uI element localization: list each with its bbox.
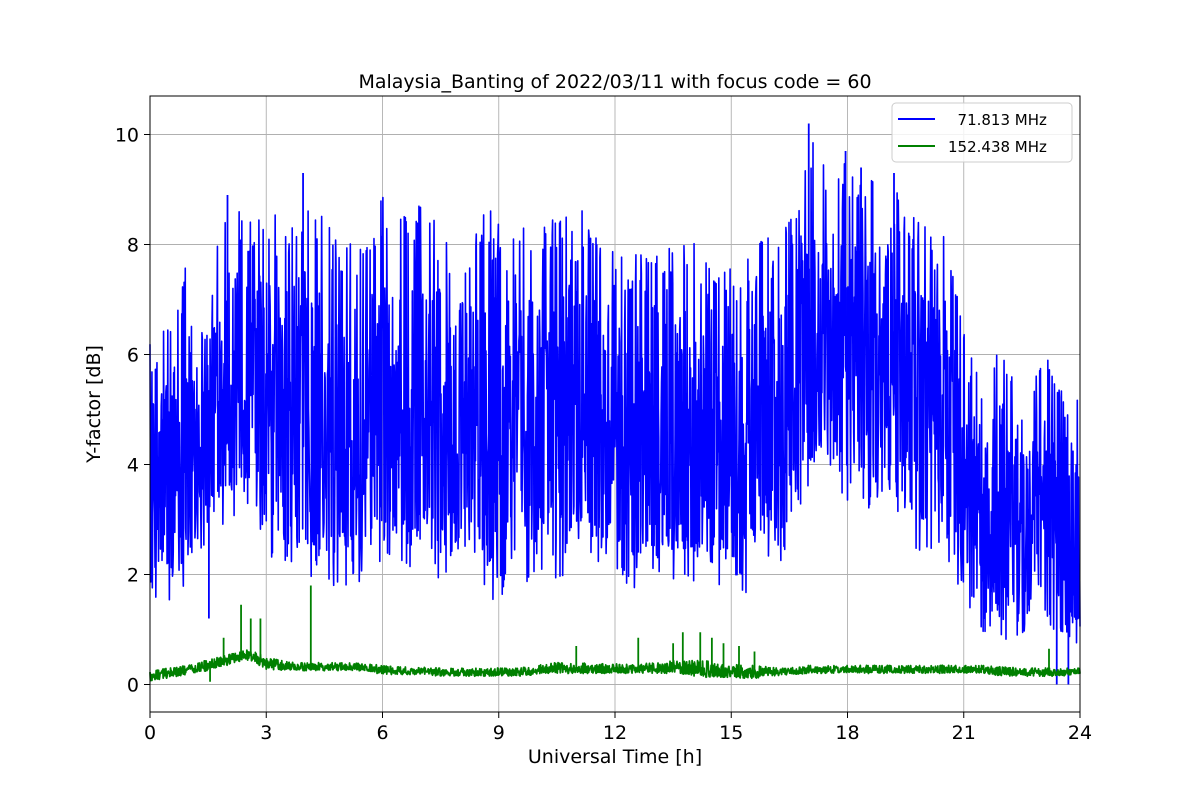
legend-label-152mhz: 152.438 MHz [948, 138, 1047, 156]
y-tick-label: 4 [127, 455, 139, 477]
chart-title: Malaysia_Banting of 2022/03/11 with focu… [358, 71, 871, 93]
series-152mhz [149, 585, 1081, 682]
y-tick-label: 6 [127, 345, 139, 367]
y-tick-label: 8 [127, 235, 139, 257]
x-tick-label: 24 [1068, 722, 1092, 744]
y-tick-label: 0 [127, 675, 139, 697]
x-tick-label: 9 [493, 722, 505, 744]
x-tick-label: 21 [952, 722, 976, 744]
x-tick-label: 3 [260, 722, 272, 744]
x-axis-label: Universal Time [h] [528, 746, 702, 768]
legend-label-71mhz: 71.813 MHz [948, 111, 1047, 129]
x-tick-label: 0 [144, 722, 156, 744]
legend-box [891, 102, 1073, 163]
series-layer [149, 123, 1081, 685]
x-tick-label: 15 [719, 722, 743, 744]
x-tick-label: 12 [603, 722, 627, 744]
legend: 71.813 MHz 152.438 MHz [891, 102, 1073, 163]
y-tick-label: 2 [127, 565, 139, 587]
series-71mhz [149, 123, 1081, 685]
series-line [149, 649, 1081, 682]
y-axis-label: Y-factor [dB] [83, 345, 105, 464]
series-line [149, 141, 1081, 644]
x-tick-label: 18 [835, 722, 859, 744]
x-tick-label: 6 [376, 722, 388, 744]
y-tick-label: 10 [115, 125, 139, 147]
